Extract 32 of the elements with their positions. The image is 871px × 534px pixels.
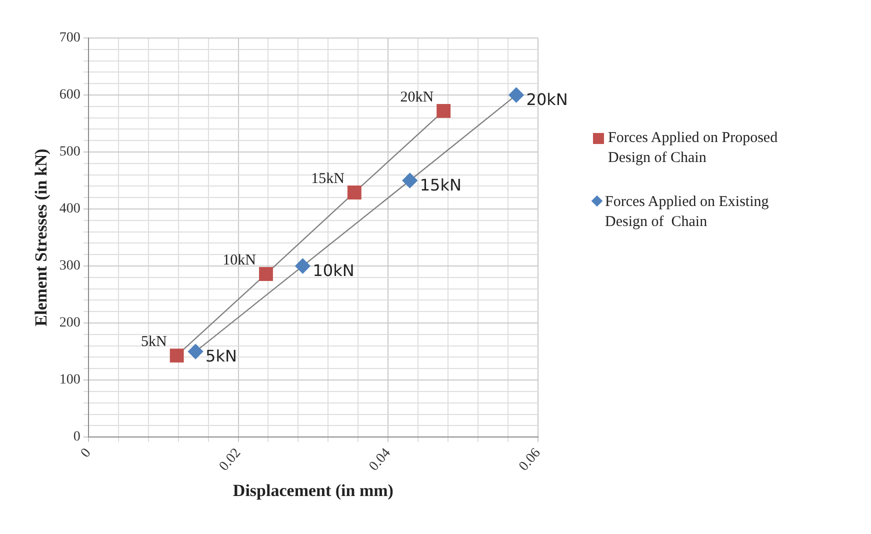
legend-label: Forces Applied on Proposed Design of Chain [608, 129, 779, 168]
y-axis-title: Element Stresses (in kN) [32, 148, 51, 326]
x-axis-title: Displacement (in mm) [232, 481, 394, 500]
x-tick-label: 0.04 [366, 446, 394, 474]
y-tick-label: 700 [59, 30, 80, 46]
point [188, 344, 204, 360]
x-tick-label: 0.02 [216, 446, 244, 474]
point [402, 172, 418, 188]
point [436, 104, 451, 118]
annotation: 15kN [420, 176, 462, 195]
annotation: 10kN [312, 261, 354, 280]
point [295, 258, 310, 274]
annotation: 5kN [140, 334, 167, 350]
y-tick-label: 500 [59, 144, 80, 160]
y-tick-label: 200 [59, 316, 80, 331]
point [259, 267, 273, 281]
x-tick-label: 0.06 [516, 446, 544, 474]
y-tick-label: 600 [59, 88, 80, 103]
annotation: 5kN [206, 346, 237, 366]
y-tick-label: 0 [73, 430, 80, 445]
y-tick-label: 100 [59, 372, 80, 388]
annotation: 20kN [400, 89, 434, 106]
y-tick-label: 300 [59, 258, 80, 274]
y-tick-label: 400 [59, 202, 80, 217]
annotation: 10kN [222, 252, 256, 268]
annotation: 15kN [311, 170, 345, 187]
point [347, 186, 362, 200]
x-tick-label: 0 [78, 446, 94, 461]
legend-label: Forces Applied on Existing Design of Chain [605, 193, 770, 232]
point [508, 87, 524, 103]
annotation: 20kN [526, 90, 568, 110]
point [170, 348, 184, 362]
